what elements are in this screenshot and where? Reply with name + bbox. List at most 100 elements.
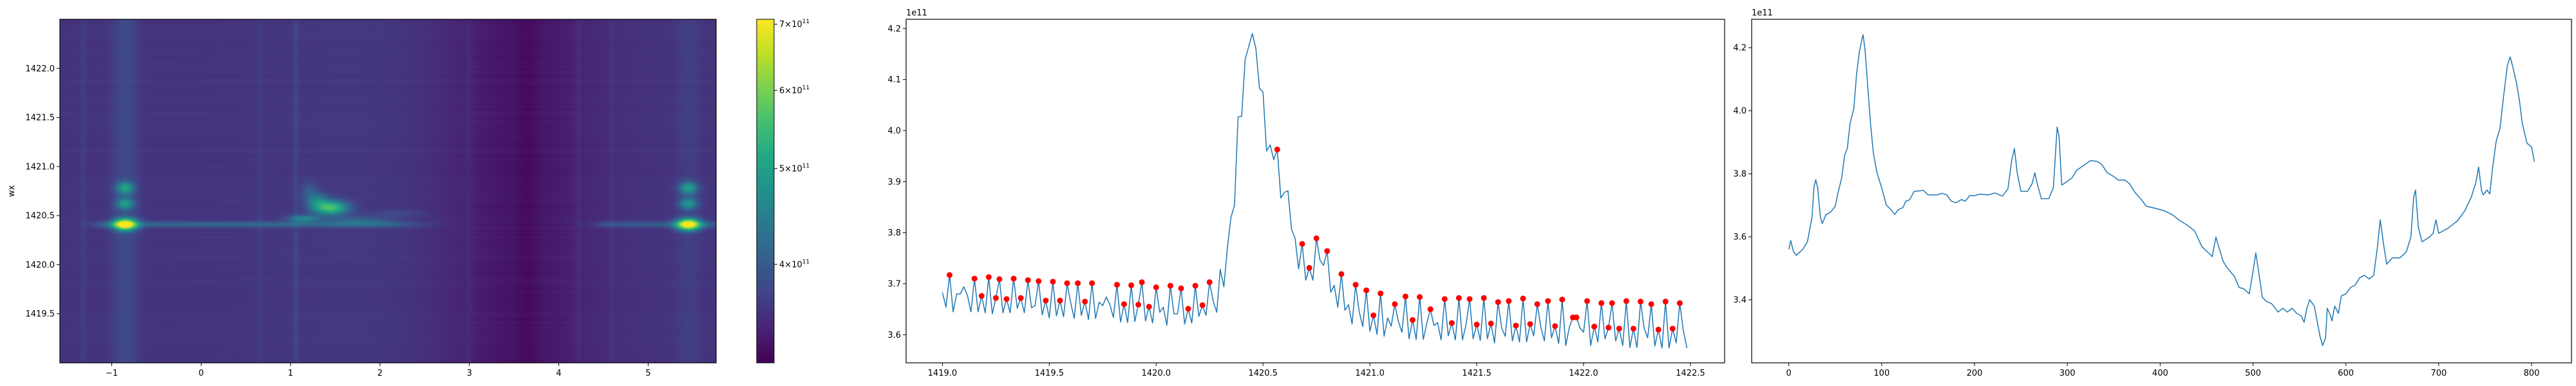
spectrum-x-tick-label: 1421.5 [1462, 369, 1492, 378]
spectrum-peak-marker [1591, 324, 1598, 330]
spectrum-peak-marker [1392, 301, 1398, 308]
heatmap-axes: −1 0 1 2 3 4 5 1419.5 1420.0 1420.5 1421.0 1421.5 14… [26, 19, 717, 378]
spectrum-peak-marker [971, 275, 978, 282]
colorbar-tick-mantissa: 4 [779, 260, 784, 270]
colorbar-tick-base: 10 [791, 260, 802, 270]
colorbar-tick-base: 10 [791, 20, 802, 30]
spectrum-peak-marker [1455, 295, 1462, 301]
spectrum-peak-marker [1139, 279, 1145, 286]
spectrum-peak-marker [1199, 302, 1206, 308]
spectrum-peak-marker [1441, 296, 1448, 302]
colorbar-tick-times: × [784, 20, 791, 30]
spectrum-peak-marker [1010, 275, 1017, 282]
spectrum-peak-marker [1616, 326, 1622, 332]
spectrum-peak-marker [1075, 280, 1081, 286]
spectrum-x-tick-label: 1422.5 [1676, 369, 1705, 378]
spectrum-peak-marker [1135, 302, 1142, 308]
spectrum-peak-marker [1057, 297, 1063, 304]
spectrum-peak-marker [1623, 298, 1629, 304]
spectrum-x-tick-label: 1420.5 [1248, 369, 1278, 378]
heatmap-x-tick-label: 5 [645, 369, 650, 378]
spectrum-peak-marker [1655, 326, 1662, 333]
spectrum-peak-marker [1630, 326, 1636, 332]
spectrum-peak-marker [1473, 321, 1480, 327]
spectrum-peak-marker [1313, 235, 1320, 241]
spectrum-peak-marker [1559, 297, 1566, 303]
spectrum-peak-marker [1146, 304, 1152, 310]
spectrum-peak-marker [1605, 324, 1612, 331]
spectrum-peak-marker [1089, 280, 1095, 286]
colorbar-tick-exponent: 11 [802, 19, 810, 25]
spectrum-peak-marker [1662, 299, 1669, 305]
spectrum-peak-marker [1545, 298, 1551, 304]
spectrum-peak-marker [1648, 301, 1654, 308]
spectrum-peak-marker [1113, 282, 1120, 288]
profile-x-tick-label: 300 [2060, 369, 2076, 378]
spectrum-offset-text: 1e11 [906, 8, 927, 18]
colorbar-tick-label: 7×1011 [779, 19, 810, 30]
profile-y-tick-label: 3.4 [1733, 296, 1747, 306]
profile-x-tick-label: 800 [2524, 369, 2540, 378]
spectrum-peak-marker [1352, 282, 1359, 288]
spectrum-y-tick-label: 3.6 [887, 331, 901, 340]
heatmap-y-axis-label: wx [7, 185, 17, 198]
heatmap-x-tick-label: 4 [556, 369, 562, 378]
heatmap-y-tick-label: 1420.5 [26, 212, 55, 221]
spectrum-peak-marker [996, 276, 1003, 282]
spectrum-peak-marker [1669, 326, 1676, 332]
spectrum-peak-marker [1025, 277, 1031, 283]
colorbar-tick-times: × [784, 165, 791, 174]
heatmap-y-tick-label: 1421.0 [26, 162, 55, 172]
spectrum-y-tick-label: 3.8 [887, 228, 901, 238]
heatmap-frame [59, 19, 717, 363]
heatmap-y-tick-label: 1420.0 [26, 261, 55, 270]
heatmap-y-tick-label: 1421.5 [26, 113, 55, 123]
spectrum-peak-marker [992, 295, 999, 301]
spectrum-peak-marker [1121, 301, 1127, 308]
spectrum-peak-marker [1064, 280, 1070, 286]
spectrum-peak-marker [1082, 299, 1088, 305]
colorbar-tick-times: × [784, 86, 791, 96]
heatmap-x-tick-label: −1 [106, 369, 118, 378]
profile-x-tick-label: 700 [2430, 369, 2447, 378]
spectrum-y-tick-label: 3.7 [887, 280, 901, 290]
spectrum-peak-marker [1003, 296, 1010, 302]
colorbar-tick-base: 10 [791, 165, 802, 174]
spectrum-peak-marker [946, 272, 952, 279]
colorbar-gradient [757, 19, 774, 363]
spectrum-peak-marker [1527, 321, 1533, 327]
spectrum-series-line [942, 33, 1688, 349]
spectrum-peak-marker [1378, 290, 1384, 297]
spectrum-peak-marker [1192, 282, 1198, 289]
colorbar-tick-times: × [784, 260, 791, 270]
spectrum-peak-marker [1018, 295, 1024, 301]
spectrum-peak-marker [1417, 294, 1423, 300]
spectrum-x-tick-label: 1422.0 [1569, 369, 1598, 378]
spectrum-x-tick-label: 1419.5 [1035, 369, 1065, 378]
heatmap-x-tick-label: 1 [288, 369, 293, 378]
profile-y-tick-label: 3.8 [1733, 170, 1747, 179]
profile-y-tick-label: 4.0 [1733, 107, 1747, 116]
spectrum-peak-marker [1036, 278, 1042, 284]
spectrum-peak-marker [1427, 306, 1434, 313]
colorbar-frame [756, 19, 775, 363]
colorbar-tick-exponent: 11 [802, 163, 810, 170]
spectrum-peak-marker [1178, 285, 1184, 291]
spectrum-peak-marker [1513, 322, 1519, 329]
spectrum-peak-marker [1481, 295, 1487, 301]
spectrum-frame [905, 19, 1725, 363]
spectrum-peak-marker [1153, 284, 1159, 291]
spectrum-peak-marker [1402, 293, 1408, 300]
spectrum-peak-marker [1050, 279, 1056, 285]
colorbar-tick-exponent: 11 [802, 85, 810, 91]
spectrum-peak-marker [1363, 287, 1370, 293]
spectrum-x-tick-label: 1419.0 [928, 369, 958, 378]
colorbar-tick-mantissa: 5 [779, 165, 784, 174]
profile-y-tick-label: 3.6 [1733, 233, 1747, 243]
spectrum-x-tick-label: 1421.0 [1355, 369, 1385, 378]
spectrum-x-tick-label: 1420.0 [1142, 369, 1171, 378]
spectrum-peak-marker [1520, 295, 1526, 302]
profile-x-tick-label: 200 [1967, 369, 1983, 378]
heatmap-x-tick-label: 3 [467, 369, 472, 378]
